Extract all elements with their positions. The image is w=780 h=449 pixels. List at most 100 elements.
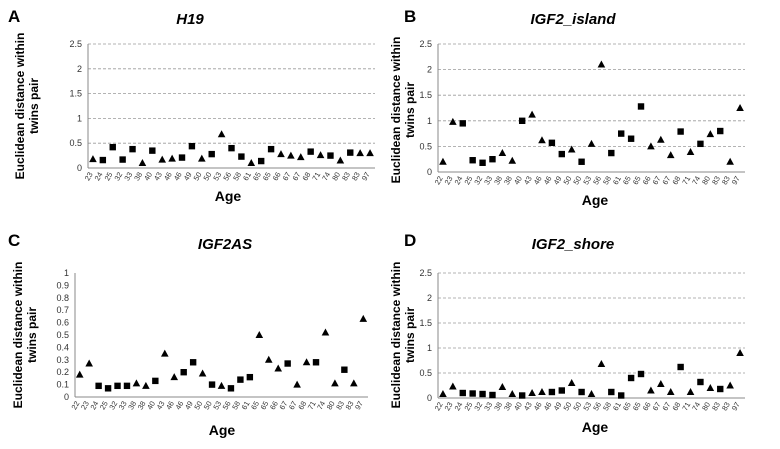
x-tick-label: 65 bbox=[631, 401, 643, 413]
data-point-triangle bbox=[736, 104, 744, 111]
data-point-square bbox=[618, 392, 625, 399]
x-tick-label: 38 bbox=[132, 171, 144, 183]
x-tick-label: 58 bbox=[601, 401, 613, 413]
data-point-triangle bbox=[567, 145, 576, 153]
data-point-square bbox=[677, 363, 684, 371]
x-tick-label: 56 bbox=[591, 175, 603, 187]
data-point-square bbox=[99, 156, 107, 164]
data-point-square bbox=[119, 156, 126, 163]
data-point-triangle bbox=[160, 349, 169, 357]
x-tick-label: 43 bbox=[522, 401, 534, 413]
data-point-triangle bbox=[198, 369, 207, 377]
x-tick-label: 50 bbox=[201, 171, 213, 183]
x-tick-label: 56 bbox=[221, 400, 233, 412]
y-axis-label-line: Euclidean distance within bbox=[389, 262, 403, 409]
y-tick-label: 2 bbox=[427, 293, 432, 303]
data-point-triangle bbox=[647, 386, 655, 394]
data-point-triangle bbox=[726, 157, 734, 165]
y-tick-label: 0 bbox=[427, 393, 432, 403]
data-point-square bbox=[129, 145, 136, 153]
y-tick-label: 1.5 bbox=[419, 318, 432, 328]
chart-title: H19 bbox=[176, 11, 204, 28]
data-point-triangle bbox=[597, 360, 606, 367]
data-point-triangle bbox=[75, 370, 84, 378]
x-tick-label: 25 bbox=[103, 171, 115, 183]
x-tick-label: 32 bbox=[112, 171, 124, 183]
panel-letter: A bbox=[8, 7, 20, 26]
data-point-square bbox=[608, 388, 615, 396]
y-tick-label: 1.5 bbox=[69, 89, 82, 99]
data-point-triangle bbox=[274, 364, 283, 372]
x-tick-label: 49 bbox=[552, 401, 564, 413]
x-tick-label: 50 bbox=[561, 401, 573, 413]
data-point-square bbox=[627, 135, 635, 142]
data-point-square bbox=[618, 130, 625, 137]
x-tick-label: 71 bbox=[310, 171, 322, 183]
data-point-triangle bbox=[359, 314, 368, 322]
x-tick-label: 65 bbox=[251, 171, 263, 183]
data-point-triangle bbox=[170, 373, 179, 381]
y-axis-label-line: Euclidean distance within bbox=[11, 262, 25, 409]
x-tick-label: 46 bbox=[172, 171, 184, 183]
x-tick-label: 33 bbox=[482, 175, 494, 187]
data-point-square bbox=[717, 127, 724, 135]
y-tick-label: 1.5 bbox=[419, 90, 432, 100]
y-tick-label: 2 bbox=[77, 64, 82, 74]
x-tick-label: 49 bbox=[552, 175, 564, 187]
x-tick-label: 56 bbox=[221, 171, 233, 183]
x-tick-label: 25 bbox=[462, 175, 474, 187]
x-tick-label: 67 bbox=[287, 400, 299, 412]
data-point-triangle bbox=[336, 156, 345, 164]
data-point-triangle bbox=[449, 117, 457, 125]
data-point-triangle bbox=[726, 381, 734, 389]
x-tick-label: 53 bbox=[581, 175, 593, 187]
data-point-square bbox=[109, 143, 116, 151]
x-tick-label: 53 bbox=[211, 400, 223, 412]
x-tick-label: 38 bbox=[136, 400, 148, 412]
data-point-square bbox=[518, 117, 526, 124]
y-tick-label: 0.2 bbox=[56, 367, 69, 377]
data-point-square bbox=[152, 377, 159, 385]
data-point-triangle bbox=[587, 139, 596, 147]
x-tick-label: 68 bbox=[670, 175, 682, 187]
x-tick-label: 53 bbox=[211, 171, 223, 183]
x-tick-label: 80 bbox=[700, 175, 712, 187]
data-point-square bbox=[558, 387, 565, 394]
x-tick-label: 67 bbox=[660, 175, 672, 187]
data-point-square bbox=[637, 103, 645, 110]
x-tick-label: 46 bbox=[532, 175, 544, 187]
y-tick-label: 0.5 bbox=[69, 138, 82, 148]
x-tick-label: 66 bbox=[271, 171, 283, 183]
data-point-triangle bbox=[247, 159, 256, 167]
data-point-square bbox=[178, 154, 186, 161]
data-point-triangle bbox=[277, 150, 285, 158]
x-tick-label: 83 bbox=[334, 400, 346, 412]
data-point-square bbox=[327, 152, 334, 159]
y-axis-label-line: twins pair bbox=[27, 78, 41, 134]
y-tick-label: 0.4 bbox=[56, 342, 69, 352]
x-tick-label: 33 bbox=[117, 400, 129, 412]
data-point-triangle bbox=[498, 383, 507, 390]
x-axis-label: Age bbox=[215, 188, 242, 204]
x-tick-label: 68 bbox=[670, 401, 682, 413]
y-axis-label-line: Euclidean distance within bbox=[389, 37, 403, 184]
x-tick-label: 80 bbox=[325, 400, 337, 412]
x-tick-label: 24 bbox=[88, 400, 100, 412]
data-point-triangle bbox=[198, 154, 206, 162]
x-tick-label: 58 bbox=[231, 171, 243, 183]
data-point-square bbox=[677, 128, 684, 135]
x-axis-label: Age bbox=[582, 419, 609, 435]
data-point-triangle bbox=[706, 384, 715, 391]
x-tick-label: 61 bbox=[611, 175, 623, 187]
x-tick-label: 65 bbox=[259, 400, 271, 412]
x-tick-label: 46 bbox=[532, 401, 544, 413]
data-point-square bbox=[228, 144, 235, 152]
data-point-square bbox=[114, 382, 121, 390]
chart-title: IGF2AS bbox=[198, 236, 252, 253]
x-tick-label: 32 bbox=[472, 175, 484, 187]
data-point-square bbox=[208, 381, 216, 388]
data-point-square bbox=[548, 139, 556, 147]
x-tick-label: 67 bbox=[651, 401, 663, 413]
data-point-square bbox=[227, 385, 235, 392]
